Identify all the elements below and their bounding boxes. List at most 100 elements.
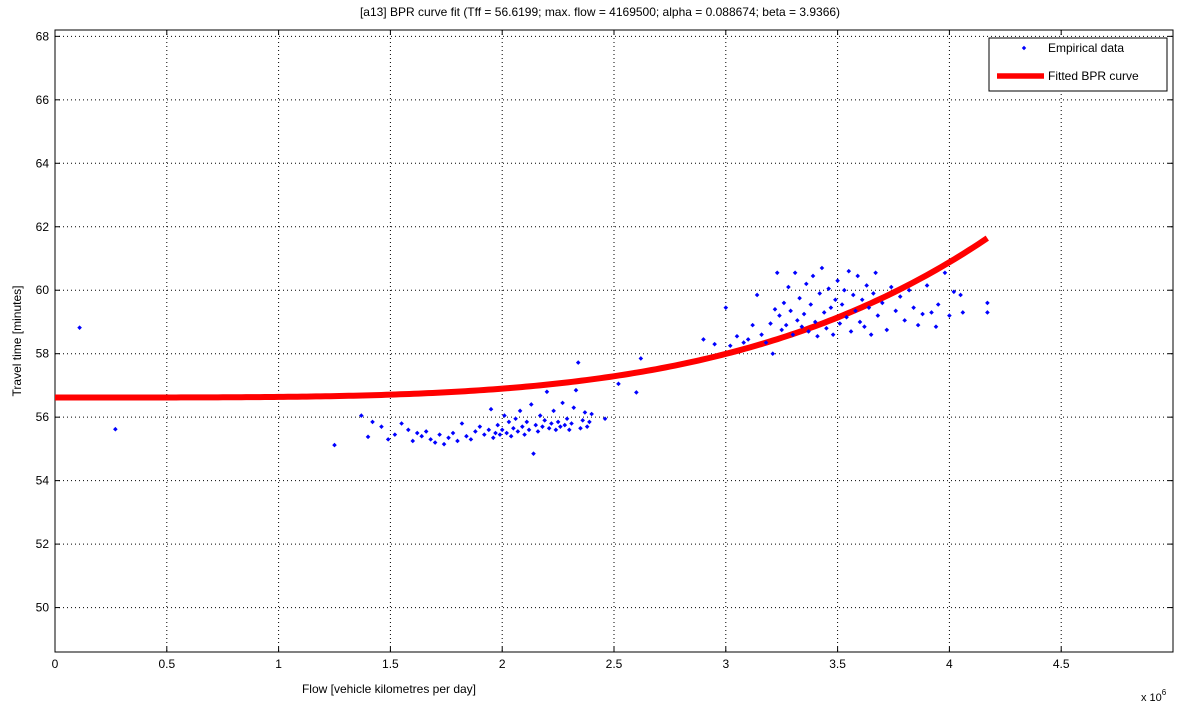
empirical-data-point [801, 311, 807, 317]
empirical-data-point [537, 413, 543, 418]
empirical-data-point [515, 429, 521, 434]
empirical-data-point [332, 442, 337, 448]
empirical-data-point [810, 273, 816, 279]
y-tick-label: 56 [36, 410, 50, 424]
y-tick-label: 62 [36, 220, 50, 234]
empirical-data-point [473, 429, 478, 434]
empirical-data-point [490, 435, 496, 441]
empirical-data-point [544, 389, 550, 395]
empirical-data-point [77, 325, 82, 330]
empirical-data-point [750, 322, 755, 328]
y-tick-label: 54 [36, 474, 50, 488]
legend: Empirical data Fitted BPR curve [988, 37, 1168, 92]
empirical-data-point [450, 430, 456, 436]
empirical-data-point [564, 416, 570, 422]
y-tick-label: 64 [36, 156, 50, 170]
empirical-data-point [985, 300, 990, 306]
y-axis-label: Travel time [minutes] [10, 286, 24, 397]
x-tick-label: 1 [275, 657, 282, 671]
empirical-data-point [504, 430, 509, 436]
legend-label-bpr: Fitted BPR curve [1048, 69, 1139, 83]
x-tick-label: 2.5 [606, 657, 623, 671]
empirical-data-point [888, 284, 894, 290]
empirical-data-point [781, 300, 787, 306]
empirical-data-point [526, 427, 532, 433]
x-tick-label: 3 [722, 657, 729, 671]
empirical-data-point [571, 405, 577, 410]
empirical-data-point [846, 268, 852, 274]
y-tick-label: 50 [36, 601, 50, 615]
empirical-data-point [866, 305, 872, 310]
empirical-data-point [414, 430, 420, 436]
empirical-data-point [880, 300, 885, 306]
empirical-data-point [958, 292, 963, 298]
empirical-data-point [502, 413, 507, 418]
empirical-data-point [734, 333, 740, 339]
empirical-data-point [942, 270, 948, 276]
empirical-data-point [819, 265, 825, 271]
empirical-data-point [511, 425, 516, 431]
empirical-data-point [821, 310, 827, 315]
y-tick-label: 52 [36, 537, 50, 551]
empirical-data-point [546, 425, 552, 431]
x-axis-multiplier: x 106 [1141, 688, 1167, 704]
empirical-data-point [385, 437, 391, 442]
empirical-data-point [455, 438, 460, 444]
empirical-data-point [464, 433, 469, 439]
empirical-data-point [772, 306, 778, 312]
empirical-data-point [790, 332, 796, 337]
x-tick-label: 3.5 [829, 657, 846, 671]
empirical-data-point [779, 327, 784, 333]
empirical-data-point [906, 287, 912, 293]
empirical-data-point [763, 340, 769, 345]
empirical-data-point [770, 351, 776, 356]
empirical-data-point [855, 273, 861, 279]
empirical-data-point [783, 322, 789, 328]
empirical-data-point [549, 421, 554, 426]
empirical-data-point [477, 424, 483, 429]
empirical-data-point [857, 319, 863, 325]
legend-marker-empirical [1021, 45, 1027, 51]
empirical-data-point [582, 410, 588, 415]
empirical-data-point [875, 313, 881, 318]
empirical-data-point [985, 310, 990, 315]
empirical-data-point [488, 406, 494, 412]
empirical-data-point [835, 278, 840, 284]
empirical-data-point [774, 270, 780, 276]
empirical-data-point [423, 429, 429, 434]
empirical-data-point [960, 310, 966, 315]
data-layer [55, 235, 990, 456]
empirical-data-point [935, 302, 941, 307]
empirical-data-point [399, 421, 404, 426]
empirical-data-point [405, 427, 411, 433]
empirical-data-point [587, 419, 592, 425]
empirical-data-point [815, 333, 820, 339]
empirical-data-point [803, 281, 809, 287]
empirical-data-point [884, 327, 890, 333]
empirical-data-point [634, 390, 639, 395]
empirical-data-point [828, 305, 834, 310]
empirical-data-point [580, 418, 585, 423]
empirical-data-point [638, 356, 644, 361]
plot-area [54, 29, 1174, 653]
empirical-data-point [859, 297, 865, 303]
empirical-data-point [723, 305, 729, 310]
empirical-data-point [562, 422, 568, 428]
empirical-data-point [468, 437, 474, 442]
empirical-data-point [551, 408, 556, 414]
empirical-data-point [797, 295, 802, 301]
empirical-data-point [844, 314, 849, 320]
empirical-data-point [558, 424, 563, 429]
empirical-data-point [379, 424, 384, 429]
bpr-fitted-curve [55, 235, 989, 401]
empirical-data-point [826, 286, 831, 291]
empirical-data-point [873, 270, 878, 276]
legend-label-empirical: Empirical data [1048, 41, 1124, 55]
empirical-data-point [573, 387, 579, 393]
empirical-data-point [768, 321, 773, 326]
empirical-data-point [808, 302, 814, 307]
empirical-data-point [902, 318, 907, 323]
empirical-data-point [542, 418, 547, 423]
empirical-data-point [871, 291, 876, 296]
